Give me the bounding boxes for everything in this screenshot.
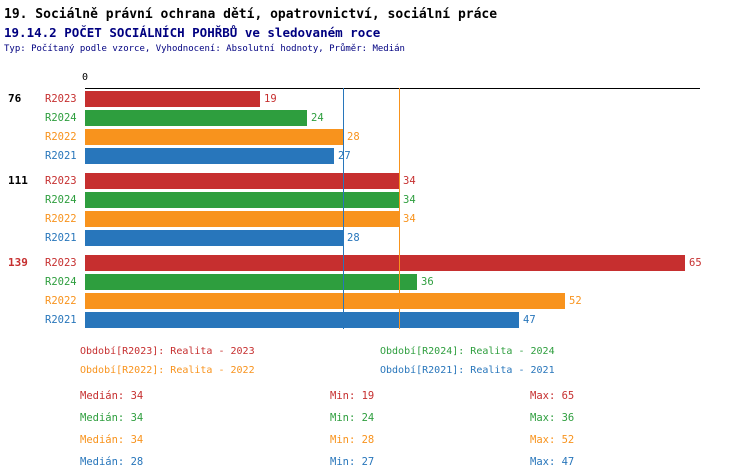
bar-value-label: 65 [689,256,702,269]
stat-max-r2023: Max: 65 [530,390,575,402]
stat-median-r2023: Medián: 34 [80,390,144,402]
bar-chart: 0 76 R2023 19 R2024 24 R2022 28 R2021 27 111 R2023… [0,70,750,340]
stat-median-r2024: Medián: 34 [80,412,144,424]
bar-value-label: 52 [569,294,582,307]
bar-value-label: 47 [523,313,536,326]
bar-value-label: 34 [403,174,416,187]
bar-row: R2021 27 [0,146,750,165]
stat-min-r2021: Min: 27 [330,456,375,468]
series-label: R2022 [45,130,77,143]
bar-r2021 [85,229,343,246]
stat-min-r2022: Min: 28 [330,434,375,446]
bar-r2023 [85,172,399,189]
bar-row: R2024 24 [0,108,750,127]
bar-r2021 [85,147,334,164]
bar-row: R2022 52 [0,291,750,310]
bar-r2024 [85,273,417,290]
bar-row: 76 R2023 19 [0,89,750,108]
series-label: R2024 [45,193,77,206]
bar-value-label: 24 [311,111,324,124]
page-title: 19. Sociálně právní ochrana dětí, opatro… [4,7,498,22]
bar-r2023 [85,254,685,271]
stat-max-r2021: Max: 47 [530,456,575,468]
bar-r2021 [85,311,519,328]
bar-group: 76 R2023 19 R2024 24 R2022 28 R2021 27 [0,89,750,165]
group-label: 139 [8,256,28,269]
bar-value-label: 34 [403,212,416,225]
bar-group: 139 R2023 65 R2024 36 R2022 52 R2021 47 [0,253,750,329]
median-line-r2022 [399,88,400,329]
bar-value-label: 36 [421,275,434,288]
bar-row: R2024 34 [0,190,750,209]
bar-group: 111 R2023 34 R2024 34 R2022 34 R2021 28 [0,171,750,247]
stats-table: Medián: 34 Min: 19 Max: 65 Medián: 34 Mi… [80,390,574,469]
series-label: R2021 [45,149,77,162]
stat-min-r2024: Min: 24 [330,412,375,424]
bar-r2022 [85,210,399,227]
group-label: 111 [8,174,28,187]
bar-row: 111 R2023 34 [0,171,750,190]
bar-row: R2024 36 [0,272,750,291]
x-axis-line [85,88,700,89]
bar-row: 139 R2023 65 [0,253,750,272]
bar-value-label: 34 [403,193,416,206]
bar-r2022 [85,128,343,145]
bar-value-label: 28 [347,231,360,244]
bar-value-label: 28 [347,130,360,143]
stat-min-r2023: Min: 19 [330,390,375,402]
stat-median-r2021: Medián: 28 [80,456,144,468]
stat-max-r2022: Max: 52 [530,434,575,446]
bar-r2022 [85,292,565,309]
chart-meta: Typ: Počítaný podle vzorce, Vyhodnocení:… [4,44,405,54]
series-label: R2022 [45,294,77,307]
chart-legend: Období[R2023]: Realita - 2023 Období[R20… [80,345,555,377]
series-label: R2021 [45,313,77,326]
chart-title: 19.14.2 POČET SOCIÁLNÍCH POHŘBŮ ve sledo… [4,25,381,40]
bar-row: R2022 28 [0,127,750,146]
bar-r2024 [85,191,399,208]
legend-item-r2023: Období[R2023]: Realita - 2023 [80,346,255,357]
legend-item-r2022: Období[R2022]: Realita - 2022 [80,365,255,376]
bar-r2024 [85,109,307,126]
bar-value-label: 27 [338,149,351,162]
series-label: R2024 [45,275,77,288]
series-label: R2023 [45,92,77,105]
legend-item-r2024: Období[R2024]: Realita - 2024 [380,346,555,357]
bar-groups: 76 R2023 19 R2024 24 R2022 28 R2021 27 111 R2023 34… [0,89,750,335]
bar-row: R2021 47 [0,310,750,329]
stat-max-r2024: Max: 36 [530,412,575,424]
bar-row: R2021 28 [0,228,750,247]
series-label: R2023 [45,256,77,269]
chart-header: 19. Sociálně právní ochrana dětí, opatro… [0,0,750,56]
bar-row: R2022 34 [0,209,750,228]
median-line-r2021 [343,88,344,329]
group-label: 76 [8,92,22,105]
series-label: R2022 [45,212,77,225]
bar-value-label: 19 [264,92,277,105]
series-label: R2023 [45,174,77,187]
series-label: R2021 [45,231,77,244]
axis-origin-label: 0 [82,72,89,83]
bar-r2023 [85,90,260,107]
legend-item-r2021: Období[R2021]: Realita - 2021 [380,365,555,376]
series-label: R2024 [45,111,77,124]
stat-median-r2022: Medián: 34 [80,434,144,446]
